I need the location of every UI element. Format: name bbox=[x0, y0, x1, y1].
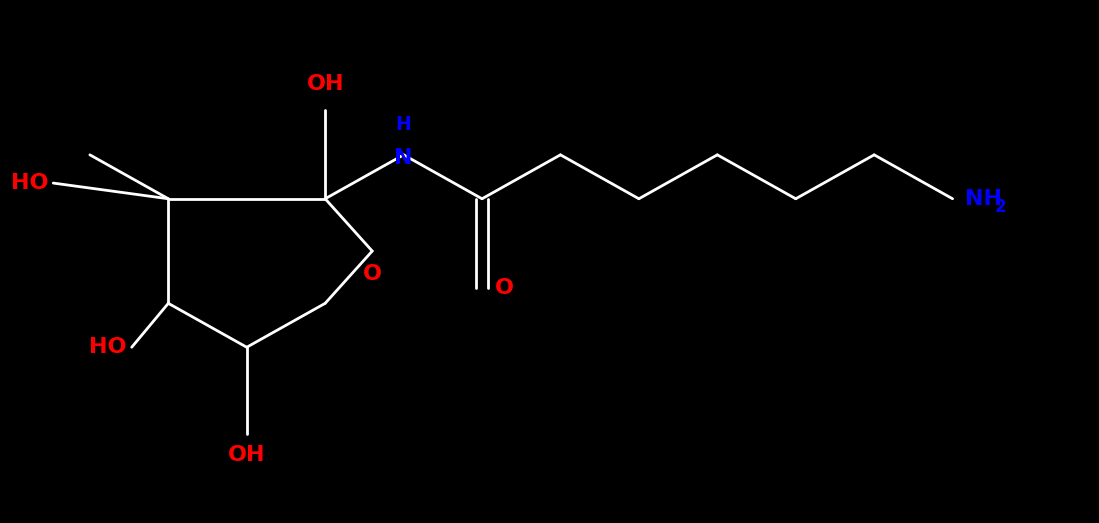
Text: 2: 2 bbox=[995, 198, 1006, 216]
Text: H: H bbox=[396, 115, 411, 134]
Text: O: O bbox=[495, 278, 513, 298]
Text: NH: NH bbox=[965, 189, 1002, 209]
Text: O: O bbox=[363, 264, 381, 283]
Text: HO: HO bbox=[89, 337, 126, 357]
Text: OH: OH bbox=[307, 74, 344, 94]
Text: OH: OH bbox=[227, 445, 266, 464]
Text: HO: HO bbox=[11, 173, 48, 193]
Text: N: N bbox=[395, 147, 413, 167]
